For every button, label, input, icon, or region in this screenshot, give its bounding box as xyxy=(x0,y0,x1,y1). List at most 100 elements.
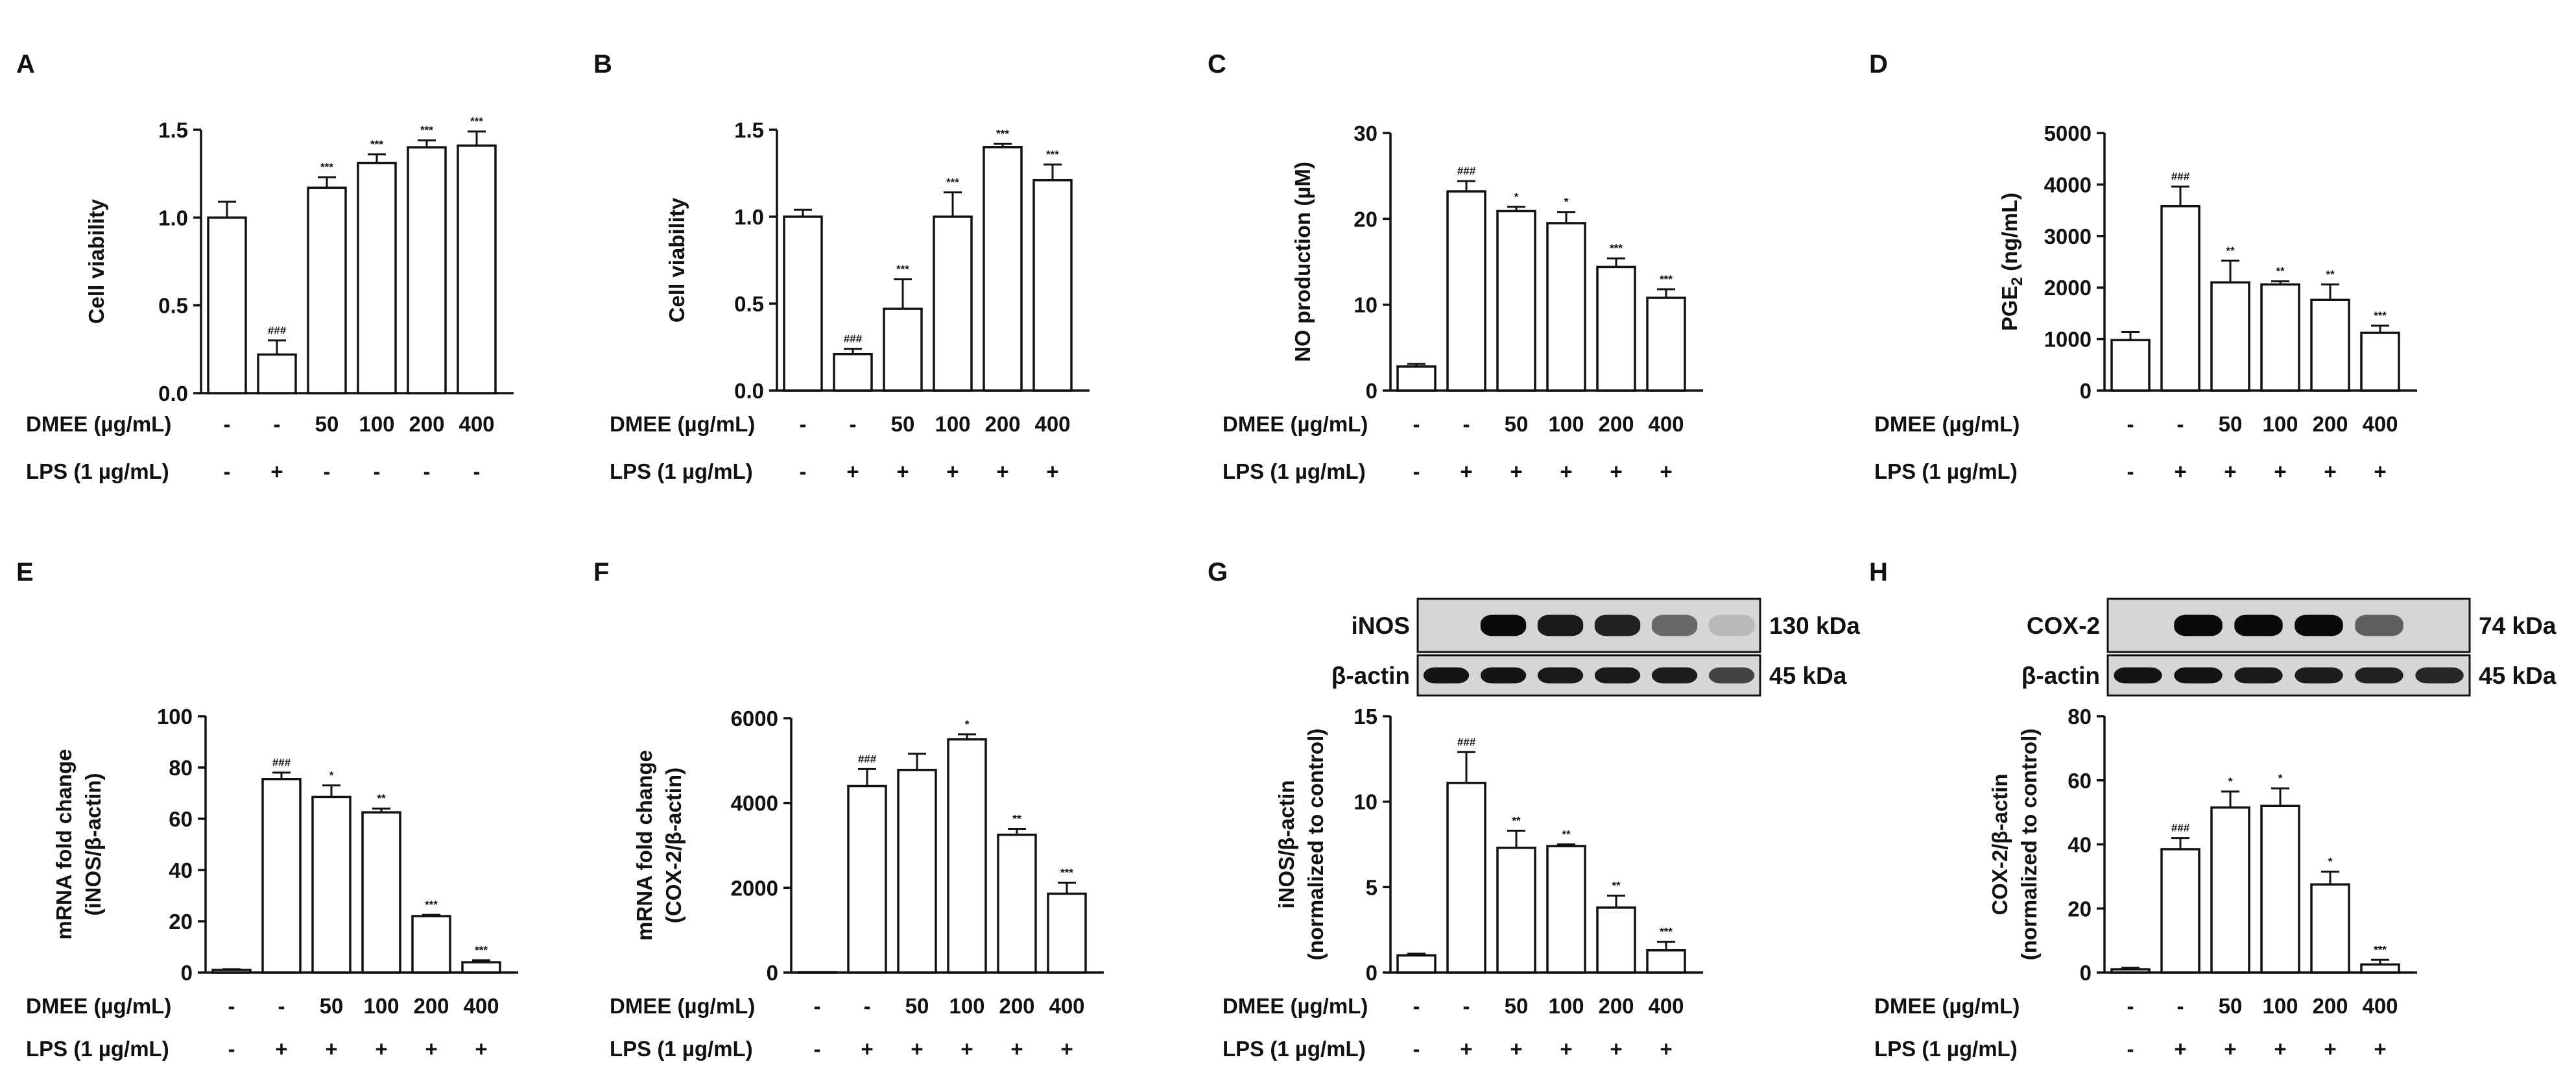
blot-band xyxy=(1651,667,1698,684)
blot-band xyxy=(1594,614,1641,636)
bar xyxy=(933,215,973,392)
y-tick-label: 20 xyxy=(2068,897,2092,921)
lps-flag: + xyxy=(1460,459,1472,483)
blot-kda-label: 130 kDa xyxy=(1769,612,1860,639)
dmee-dose: - xyxy=(2177,994,2184,1018)
blot-band xyxy=(2114,667,2162,684)
lps-flag: + xyxy=(2324,1037,2336,1061)
significance-mark: *** xyxy=(420,124,433,136)
y-tick-label: 1.0 xyxy=(158,206,188,230)
y-tick-label: 1.0 xyxy=(734,205,764,229)
y-tick-label: 10 xyxy=(1354,293,1377,317)
lps-flag: + xyxy=(2374,459,2386,483)
lps-flag: + xyxy=(896,459,909,483)
lps-flag: + xyxy=(1010,1037,1023,1061)
significance-mark: *** xyxy=(946,176,959,188)
bar xyxy=(1032,178,1073,392)
dmee-dose: 50 xyxy=(1505,412,1529,436)
lps-flag: + xyxy=(2324,459,2336,483)
lps-row-label: LPS (1 µg/mL) xyxy=(610,459,753,483)
dmee-dose: - xyxy=(1463,412,1470,436)
bar xyxy=(1496,847,1536,974)
significance-mark: ### xyxy=(1457,165,1476,177)
significance-mark: *** xyxy=(1660,273,1673,285)
lps-flag: + xyxy=(1660,459,1672,483)
panel-letter: C xyxy=(1208,50,1226,79)
bar xyxy=(1396,954,1437,974)
significance-mark: *** xyxy=(425,899,438,911)
bar xyxy=(211,969,252,974)
y-axis-label: mRNA fold change xyxy=(632,750,656,941)
bar xyxy=(407,146,447,394)
significance-mark: ### xyxy=(858,753,877,765)
dmee-dose: 50 xyxy=(1505,994,1529,1018)
bar xyxy=(1396,365,1437,392)
panel-letter: H xyxy=(1869,558,1888,586)
panel-e: E 0 20 40 60 80 100 mRNA fold change (iNOS/β-act… xyxy=(16,558,518,1061)
dmee-dose: 400 xyxy=(1034,412,1070,436)
dmee-row-label: DMEE (µg/mL) xyxy=(26,412,171,436)
y-tick-label: 0 xyxy=(1366,379,1377,403)
significance-mark: ### xyxy=(272,756,291,769)
dmee-dose: 200 xyxy=(409,412,444,436)
panel-c: C 0 10 20 30 NO production (µM) - - ### - + * 50 + * 10… xyxy=(1208,50,1703,483)
lps-flag: - xyxy=(374,459,381,483)
blot-band xyxy=(1708,667,1755,684)
bar xyxy=(2160,204,2200,392)
significance-mark: * xyxy=(2228,775,2233,788)
lps-flag: + xyxy=(1060,1037,1073,1061)
lps-flag: + xyxy=(2274,1037,2286,1061)
dmee-dose: 200 xyxy=(984,412,1020,436)
dmee-dose: 400 xyxy=(1648,994,1684,1018)
blot-protein-label: iNOS xyxy=(1352,612,1410,639)
lps-flag: - xyxy=(1413,459,1420,483)
dmee-dose: - xyxy=(2177,412,2184,436)
dmee-dose: 50 xyxy=(2219,412,2243,436)
blot-protein-label: β-actin xyxy=(1331,662,1410,689)
significance-mark: ** xyxy=(1012,813,1021,825)
y-tick-label: 1.5 xyxy=(158,118,188,142)
y-tick-label: 20 xyxy=(169,910,193,934)
dmee-dose: 50 xyxy=(2219,994,2243,1018)
dmee-dose: 200 xyxy=(2312,412,2348,436)
dmee-dose: 50 xyxy=(320,994,344,1018)
lps-flag: - xyxy=(423,459,431,483)
lps-flag: - xyxy=(224,459,231,483)
y-tick-label: 15 xyxy=(1354,705,1377,729)
bar xyxy=(461,961,501,974)
panel-letter: E xyxy=(16,558,34,586)
dmee-dose: 200 xyxy=(413,994,449,1018)
lps-flag: - xyxy=(324,459,331,483)
lps-flag: + xyxy=(1610,459,1622,483)
blot-band xyxy=(2234,667,2283,684)
bar xyxy=(2360,963,2400,974)
y-tick-label: 6000 xyxy=(731,707,778,731)
lps-flag: + xyxy=(1510,1037,1522,1061)
y-tick-label: 80 xyxy=(2068,705,2092,729)
lps-flag: - xyxy=(814,1037,821,1061)
panel-f: F 0 2000 4000 6000 mRNA fold change (COX-2/β-a… xyxy=(593,558,1104,1061)
bar xyxy=(457,144,497,394)
y-tick-label: 0 xyxy=(2080,379,2092,403)
bar xyxy=(257,353,297,394)
dmee-row-label: DMEE (µg/mL) xyxy=(610,994,755,1018)
y-tick-label: 10 xyxy=(1354,790,1377,814)
significance-mark: * xyxy=(329,769,334,782)
y-tick-label: 3000 xyxy=(2044,224,2092,248)
bar xyxy=(2260,804,2300,974)
y-tick-label: 40 xyxy=(169,858,193,882)
significance-mark: *** xyxy=(470,115,483,128)
dmee-dose: - xyxy=(2127,994,2134,1018)
blot-band xyxy=(2234,614,2283,636)
bar xyxy=(1546,845,1586,974)
dmee-dose: 100 xyxy=(363,994,399,1018)
blot-band xyxy=(2295,614,2343,636)
significance-mark: *** xyxy=(370,138,383,151)
bar xyxy=(947,738,987,974)
panel-a: A 0.0 0.5 1.0 1.5 Cell viability - - ### - + *** 50 -… xyxy=(16,50,514,483)
lps-row-label: LPS (1 µg/mL) xyxy=(1874,1037,2018,1061)
dmee-dose: - xyxy=(800,412,807,436)
significance-mark: ### xyxy=(268,324,287,337)
blot-background xyxy=(2106,598,2471,653)
blot-band xyxy=(2174,667,2223,684)
